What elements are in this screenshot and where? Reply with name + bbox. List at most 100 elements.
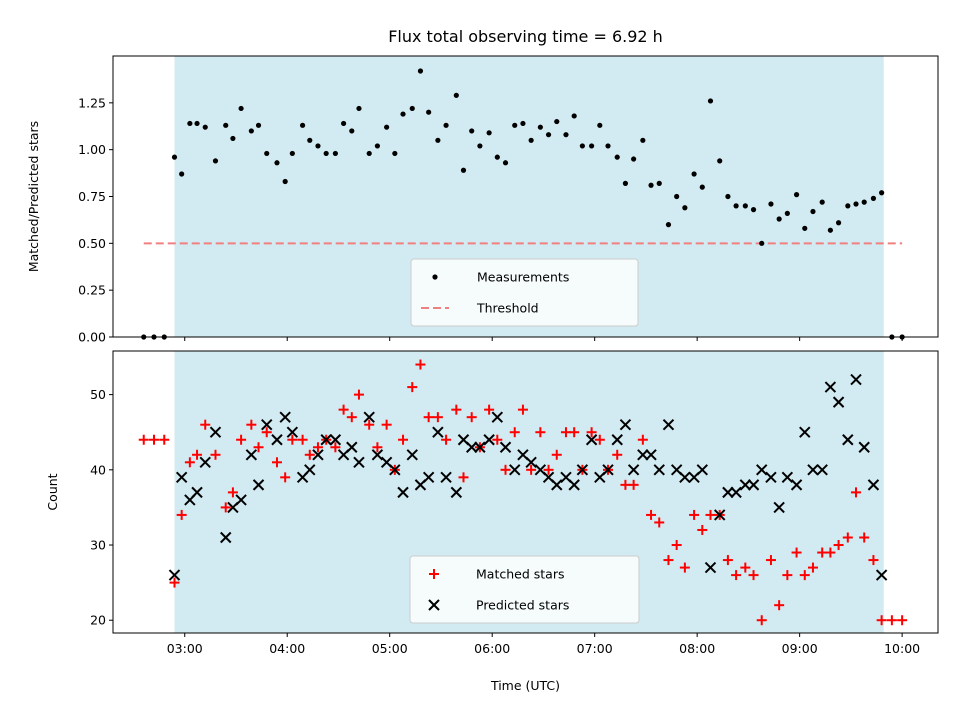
measurement-point [194, 120, 200, 127]
matched-star-point [842, 532, 853, 543]
top-x-ticks [184, 337, 903, 341]
matched-star-point [407, 382, 418, 393]
predicted-star-point [397, 486, 409, 499]
measurement-point [323, 150, 329, 157]
matched-star-point [782, 570, 793, 581]
measurement-point [520, 120, 526, 127]
chart-title: Flux total observing time = 6.92 h [388, 27, 663, 46]
predicted-star-point [491, 411, 504, 423]
predicted-star-point [406, 449, 418, 461]
matched-star-point [297, 434, 308, 445]
top-measurement-points [141, 68, 905, 340]
predicted-star-point [363, 411, 375, 423]
matched-star-point [886, 615, 897, 626]
matched-star-point [441, 434, 452, 445]
measurement-point [579, 143, 585, 149]
matched-star-point [859, 532, 870, 543]
y-tick-label: 50 [90, 387, 106, 402]
matched-star-point [500, 464, 511, 475]
x-tick-label: 04:00 [269, 641, 305, 656]
legend-label: Threshold [476, 301, 539, 316]
measurement-point [571, 113, 577, 119]
predicted-star-point [842, 434, 854, 446]
matched-star-point [628, 479, 639, 490]
legend-box [409, 555, 640, 624]
predicted-star-point [781, 471, 794, 484]
matched-star-point [765, 555, 776, 566]
predicted-star-point [312, 449, 324, 461]
predicted-star-point [679, 471, 691, 484]
measurement-point [768, 201, 774, 207]
matched-star-point [791, 547, 802, 558]
measurement-point [202, 124, 208, 130]
matched-star-point [586, 427, 597, 438]
matched-star-point [756, 615, 767, 626]
measurement-point [631, 156, 637, 162]
x-tick-label: 07:00 [577, 641, 613, 656]
measurement-point [793, 192, 800, 198]
matched-star-point [432, 412, 443, 423]
predicted-star-point [739, 479, 752, 491]
predicted-star-point [807, 464, 819, 476]
measurement-point [665, 222, 672, 228]
predicted-star-point [168, 569, 181, 581]
predicted-star-point [662, 418, 675, 431]
matched-star-point [287, 434, 298, 445]
predicted-star-point [245, 449, 258, 461]
measurement-point [486, 130, 492, 136]
matched-star-point [897, 615, 908, 626]
measurement-point [861, 199, 867, 205]
predicted-star-point [483, 434, 495, 446]
measurement-point [282, 178, 288, 185]
predicted-star-point [816, 464, 828, 476]
legend-box [410, 258, 639, 327]
measurement-point [307, 137, 313, 143]
measurement-point [733, 203, 739, 209]
matched-star-point [458, 472, 469, 483]
predicted-star-point [765, 471, 777, 484]
measurement-point [742, 203, 748, 209]
matched-star-point [398, 434, 409, 445]
matched-star-point [138, 434, 149, 445]
matched-star-point [423, 412, 434, 423]
matched-star-point [833, 540, 844, 551]
measurement-point [699, 184, 705, 190]
measurement-point [494, 154, 500, 160]
measurement-point [656, 180, 662, 186]
predicted-star-point [432, 426, 444, 438]
predicted-star-point [440, 471, 452, 484]
legend-label: Measurements [477, 270, 569, 285]
matched-star-point [868, 555, 879, 566]
matched-star-point [210, 449, 221, 460]
measurement-point [460, 167, 467, 173]
matched-star-point [689, 509, 700, 520]
matched-star-point [535, 427, 546, 438]
measurement-point [853, 201, 859, 207]
predicted-star-point [730, 486, 742, 499]
predicted-star-point [199, 456, 211, 469]
matched-star-point [159, 434, 170, 445]
matched-star-point [200, 419, 211, 430]
measurement-point [392, 150, 398, 157]
measurement-point [238, 105, 244, 112]
predicted-star-point [850, 373, 862, 386]
measurement-point [332, 150, 338, 157]
predicted-star-point [568, 479, 580, 491]
measurement-point [589, 143, 595, 149]
predicted-star-point [611, 434, 623, 446]
predicted-star-point [653, 464, 665, 476]
matched-star-point [646, 509, 657, 520]
measurement-point [545, 132, 552, 138]
matched-star-point [594, 434, 605, 445]
predicted-star-point [279, 411, 291, 423]
predicted-star-point [619, 418, 632, 431]
matched-star-point [774, 600, 785, 611]
measurement-point [469, 128, 475, 134]
matched-star-point [637, 434, 648, 445]
predicted-star-point [704, 561, 717, 574]
predicted-star-point [627, 464, 640, 476]
measurement-point [750, 207, 757, 213]
predicted-star-point [799, 426, 811, 438]
measurement-point [255, 122, 262, 128]
